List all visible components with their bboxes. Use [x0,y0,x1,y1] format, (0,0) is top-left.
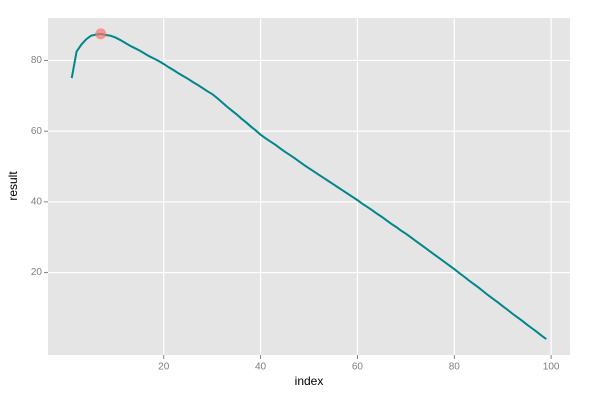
x-tick-label: 20 [158,362,170,373]
y-tick-label: 80 [31,55,43,66]
x-tick-label: 80 [449,362,461,373]
y-tick-label: 40 [31,197,43,208]
y-tick-label: 60 [31,126,43,137]
x-tick-label: 100 [543,362,560,373]
highlight-point [95,28,107,40]
data-line [70,32,547,340]
x-axis-title: index [295,374,324,388]
x-tick-label: 60 [352,362,364,373]
plot-panel [48,18,570,355]
y-tick-label: 20 [31,267,43,278]
y-axis-title: result [6,171,20,201]
x-tick-label: 40 [255,362,267,373]
